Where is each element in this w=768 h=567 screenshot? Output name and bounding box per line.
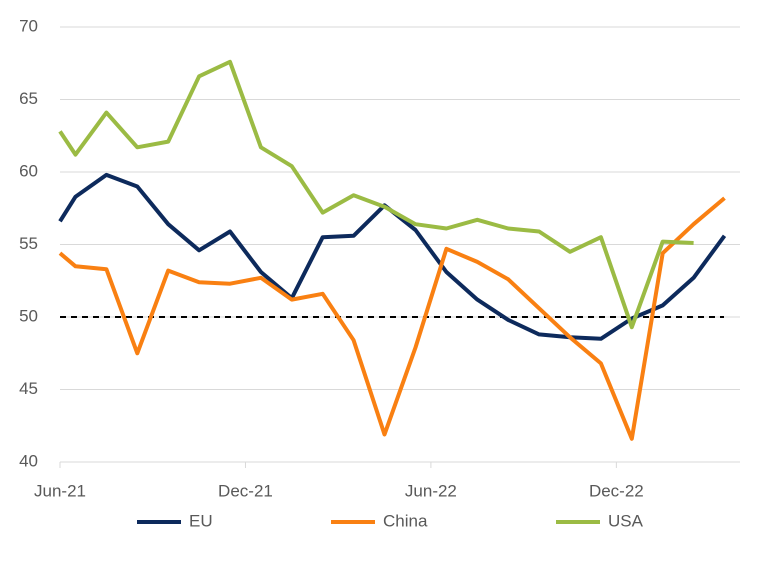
- x-tick-label: Dec-21: [218, 481, 273, 500]
- y-tick-label: 40: [19, 451, 38, 470]
- y-tick-label: 50: [19, 306, 38, 325]
- legend-label: USA: [608, 511, 644, 530]
- series-line: [58, 196, 726, 441]
- y-tick-label: 55: [19, 234, 38, 253]
- series-line: [58, 172, 727, 341]
- x-tick-label: Jun-22: [405, 481, 457, 500]
- y-tick-label: 70: [19, 16, 38, 35]
- x-tick-label: Jun-21: [34, 481, 86, 500]
- y-tick-label: 65: [19, 89, 38, 108]
- legend-label: China: [383, 511, 428, 530]
- x-tick-label: Dec-22: [589, 481, 644, 500]
- legend-label: EU: [189, 511, 213, 530]
- y-tick-label: 45: [19, 379, 38, 398]
- y-tick-label: 60: [19, 161, 38, 180]
- series-line: [58, 59, 694, 330]
